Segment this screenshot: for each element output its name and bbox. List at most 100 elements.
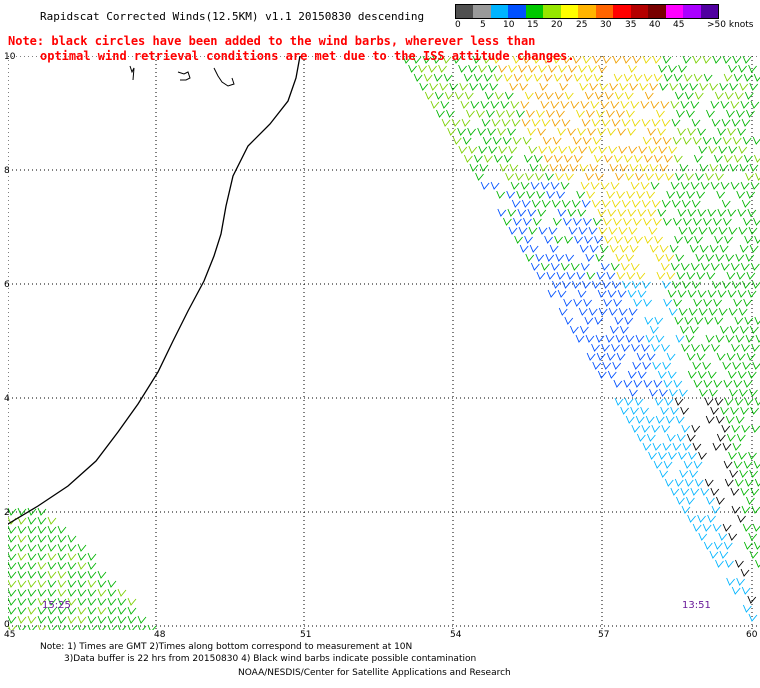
wind-barb [676, 496, 685, 505]
wind-barb [77, 588, 87, 597]
wind-barb [642, 136, 652, 145]
wind-barb [731, 505, 741, 514]
wind-barb [689, 244, 699, 253]
wind-barb [17, 516, 27, 525]
wind-barb [745, 334, 755, 343]
wind-barb [613, 73, 623, 82]
legend-swatch [560, 5, 579, 18]
wind-barb [674, 316, 684, 325]
wind-barb [679, 163, 689, 172]
wind-barb [27, 534, 37, 543]
wind-barb [571, 199, 581, 208]
wind-barb [509, 163, 519, 172]
wind-barb [512, 136, 522, 145]
wind-barb [67, 615, 77, 624]
wind-barb [507, 208, 517, 217]
wind-barb [77, 615, 87, 624]
wind-barb [722, 523, 732, 532]
wind-barb [676, 109, 685, 118]
wind-barb [733, 460, 743, 469]
wind-barb [697, 289, 707, 298]
lat-label-4: 4 [4, 394, 10, 404]
wind-barb [716, 352, 726, 361]
wind-barb [67, 561, 77, 570]
wind-barb [608, 145, 618, 154]
wind-barb [596, 271, 606, 280]
wind-barb [493, 73, 503, 82]
wind-barb [724, 397, 734, 406]
wind-barb [623, 217, 632, 226]
wind-barb [563, 217, 572, 226]
wind-barb [605, 334, 615, 343]
wind-barb [576, 109, 585, 118]
wind-barb [680, 100, 690, 109]
wind-barb [578, 307, 588, 316]
wind-barb [728, 145, 738, 154]
wind-barb [708, 307, 718, 316]
wind-barb [464, 91, 474, 100]
wind-barb [738, 307, 748, 316]
wind-barb [678, 226, 688, 235]
wind-barb [574, 235, 583, 244]
wind-barb [630, 406, 639, 415]
wind-barb [536, 190, 546, 199]
wind-barb [508, 226, 518, 235]
wind-barb [658, 145, 668, 154]
wind-barb [648, 145, 658, 154]
legend-swatch [648, 5, 666, 18]
wind-barb [486, 109, 495, 118]
wind-barb [17, 561, 27, 570]
wind-barb [730, 100, 740, 109]
wind-barb [443, 73, 453, 82]
legend-label: 40 [649, 20, 661, 30]
wind-barb [614, 397, 624, 406]
wind-barb [669, 244, 679, 253]
wind-barb [533, 73, 543, 82]
wind-barb [528, 145, 538, 154]
wind-barb [633, 379, 643, 388]
wind-barb [753, 154, 760, 163]
wind-barb [670, 406, 679, 415]
lat-label-6: 6 [4, 280, 10, 290]
wind-barb [644, 91, 654, 100]
wind-barb [696, 190, 706, 199]
wind-barb [77, 561, 87, 570]
wind-barb [686, 109, 695, 118]
wind-barb [581, 199, 591, 208]
wind-barb [638, 145, 648, 154]
wind-barb [573, 154, 583, 163]
wind-barb [617, 127, 626, 136]
wind-barb [695, 253, 705, 262]
wind-barb [683, 217, 692, 226]
wind-barb [577, 289, 587, 298]
wind-barb [636, 190, 646, 199]
wind-barb [446, 109, 455, 118]
wind-barb [698, 451, 707, 460]
wind-barb [596, 109, 605, 118]
wind-barb [57, 588, 67, 597]
wind-barb [736, 109, 745, 118]
wind-barb [619, 325, 629, 334]
wind-barb [749, 325, 759, 334]
wind-barb [442, 55, 452, 64]
wind-barb [553, 217, 562, 226]
wind-barb [626, 271, 636, 280]
wind-barb [668, 64, 677, 73]
wind-barb [520, 181, 530, 190]
wind-barb [564, 91, 574, 100]
legend-swatch [683, 5, 701, 18]
wind-barb [546, 271, 556, 280]
wind-barb [651, 118, 661, 127]
wind-barb [490, 181, 500, 190]
wind-barb [127, 606, 137, 615]
legend-swatch [578, 5, 596, 18]
wind-barb [692, 361, 702, 370]
wind-barb [649, 244, 659, 253]
wind-barb [7, 525, 17, 534]
wind-barb [479, 163, 489, 172]
wind-barb [743, 154, 753, 163]
wind-barb [600, 100, 610, 109]
wind-barb [117, 588, 127, 597]
wind-barb [663, 73, 673, 82]
wind-barb [682, 442, 692, 451]
